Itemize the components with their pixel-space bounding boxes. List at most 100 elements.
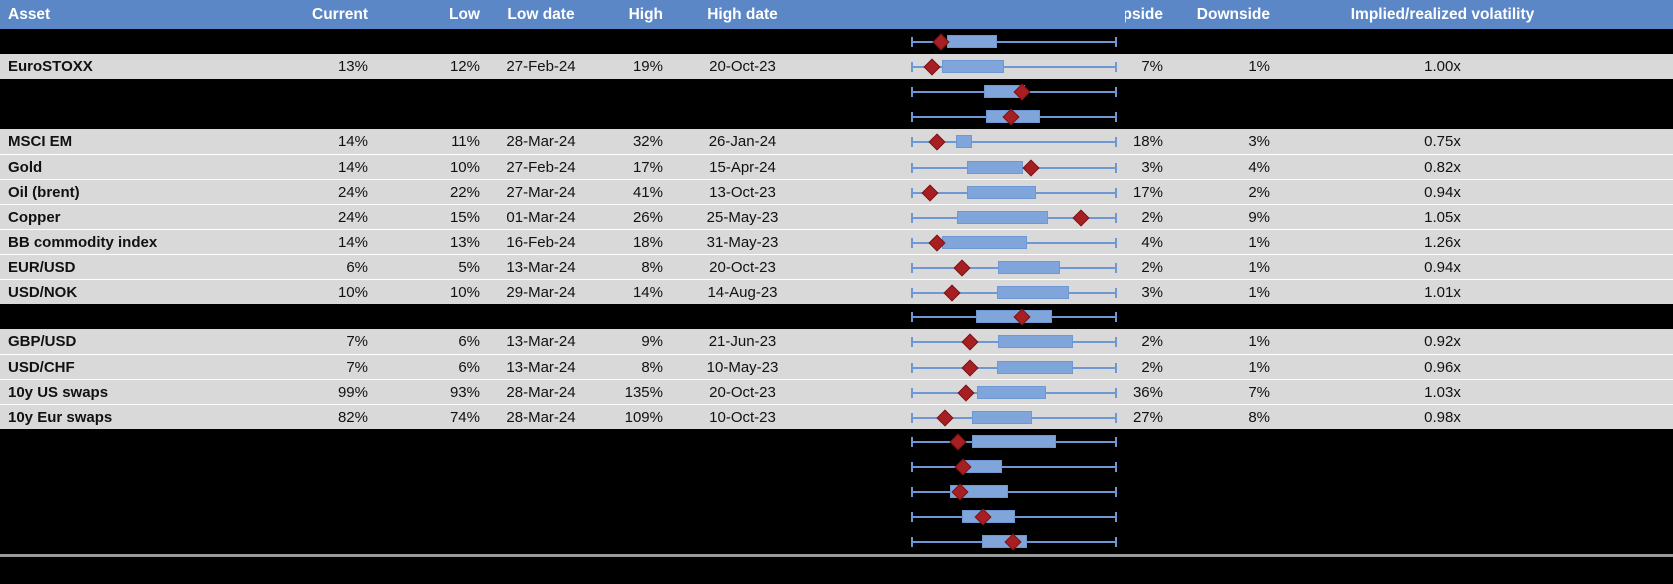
asset-row-msci-em[interactable]: MSCI EM 14% 11% 28-Mar-24 32% 26-Jan-24 18% 3% 0… [0, 129, 1673, 154]
cell-asset[interactable] [0, 429, 295, 454]
cell-upside[interactable]: 36% [1132, 383, 1163, 401]
cell-low[interactable] [375, 529, 487, 554]
cell-high[interactable]: 41% [632, 183, 663, 201]
cell-low[interactable]: 74% [449, 408, 480, 426]
cell-current[interactable] [295, 29, 375, 54]
cell-low[interactable] [375, 304, 487, 329]
hidden-row[interactable] [0, 504, 1673, 529]
hidden-row[interactable] [0, 479, 1673, 504]
cell-upside[interactable] [1125, 504, 1180, 529]
cell-asset[interactable] [0, 104, 295, 129]
cell-lowdate[interactable] [487, 454, 595, 479]
cell-current[interactable] [295, 304, 375, 329]
cell-ratio[interactable] [1287, 304, 1598, 329]
cell-high[interactable]: 109% [624, 408, 663, 426]
cell-chart[interactable] [815, 405, 1125, 429]
asset-row-gold[interactable]: Gold 14% 10% 27-Feb-24 17% 15-Apr-24 3% 4% 0.82x [0, 154, 1673, 179]
cell-highdate[interactable] [670, 104, 815, 129]
cell-lowdate[interactable]: 27-Mar-24 [506, 183, 576, 201]
cell-highdate[interactable]: 31-May-23 [706, 233, 779, 251]
header-asset[interactable]: Asset [8, 5, 51, 23]
cell-high[interactable] [595, 504, 670, 529]
cell-asset[interactable] [0, 504, 295, 529]
cell-low[interactable]: 22% [449, 183, 480, 201]
cell-lowdate[interactable]: 13-Mar-24 [506, 358, 576, 376]
cell-low[interactable] [375, 504, 487, 529]
cell-ratio[interactable]: 0.96x [1424, 358, 1461, 376]
cell-lowdate[interactable] [487, 29, 595, 54]
cell-high[interactable] [595, 104, 670, 129]
cell-high[interactable] [595, 529, 670, 554]
cell-lowdate[interactable] [487, 529, 595, 554]
cell-current[interactable] [295, 429, 375, 454]
cell-ratio[interactable]: 1.00x [1424, 58, 1461, 75]
cell-ratio[interactable]: 1.05x [1424, 208, 1461, 226]
cell-lowdate[interactable] [487, 429, 595, 454]
cell-ratio[interactable] [1287, 504, 1598, 529]
cell-lowdate[interactable] [487, 304, 595, 329]
cell-lowdate[interactable] [487, 479, 595, 504]
cell-high[interactable]: 18% [632, 233, 663, 251]
cell-low[interactable]: 10% [449, 283, 480, 301]
cell-current[interactable]: 99% [337, 383, 368, 401]
cell-highdate[interactable] [670, 529, 815, 554]
cell-asset[interactable]: 10y US swaps [8, 383, 109, 401]
cell-downside[interactable]: 4% [1248, 158, 1270, 176]
cell-asset[interactable]: EUR/USD [8, 258, 76, 276]
cell-current[interactable]: 10% [337, 283, 368, 301]
cell-downside[interactable]: 8% [1248, 408, 1270, 426]
cell-highdate[interactable]: 10-Oct-23 [709, 408, 776, 426]
cell-ratio[interactable]: 0.98x [1424, 408, 1461, 426]
cell-downside[interactable]: 9% [1248, 208, 1270, 226]
cell-highdate[interactable] [670, 479, 815, 504]
cell-lowdate[interactable]: 29-Mar-24 [506, 283, 576, 301]
cell-asset[interactable] [0, 454, 295, 479]
cell-upside[interactable] [1125, 29, 1180, 54]
cell-upside[interactable]: 27% [1132, 408, 1163, 426]
cell-current[interactable]: 24% [337, 208, 368, 226]
cell-low[interactable]: 15% [449, 208, 480, 226]
cell-chart[interactable] [815, 529, 1125, 554]
hidden-row[interactable] [0, 454, 1673, 479]
header-low-date[interactable]: Low date [507, 5, 575, 23]
asset-row-copper[interactable]: Copper 24% 15% 01-Mar-24 26% 25-May-23 2% 9% 1.0… [0, 204, 1673, 229]
cell-ratio[interactable] [1287, 479, 1598, 504]
cell-high[interactable]: 17% [632, 158, 663, 176]
cell-downside[interactable]: 7% [1248, 383, 1270, 401]
cell-current[interactable] [295, 104, 375, 129]
cell-ratio[interactable]: 0.94x [1424, 258, 1461, 276]
cell-highdate[interactable]: 10-May-23 [706, 358, 779, 376]
cell-ratio[interactable]: 1.26x [1424, 233, 1461, 251]
cell-downside[interactable] [1180, 104, 1287, 129]
cell-upside[interactable]: 7% [1141, 58, 1163, 75]
cell-chart[interactable] [815, 504, 1125, 529]
cell-highdate[interactable] [670, 504, 815, 529]
cell-ratio[interactable] [1287, 529, 1598, 554]
cell-ratio[interactable] [1287, 104, 1598, 129]
cell-lowdate[interactable]: 28-Mar-24 [506, 383, 576, 401]
cell-downside[interactable]: 1% [1248, 283, 1270, 301]
cell-low[interactable]: 5% [458, 258, 480, 276]
cell-chart[interactable] [815, 429, 1125, 454]
cell-current[interactable] [295, 504, 375, 529]
cell-upside[interactable] [1125, 454, 1180, 479]
cell-chart[interactable] [815, 155, 1125, 179]
asset-row-bb-commodity-index[interactable]: BB commodity index 14% 13% 16-Feb-24 18% 31-M… [0, 229, 1673, 254]
cell-downside[interactable]: 1% [1248, 358, 1270, 376]
cell-ratio[interactable]: 0.82x [1424, 158, 1461, 176]
cell-highdate[interactable] [670, 79, 815, 104]
cell-low[interactable] [375, 29, 487, 54]
cell-highdate[interactable]: 14-Aug-23 [707, 283, 778, 301]
hidden-row[interactable] [0, 79, 1673, 104]
cell-low[interactable]: 13% [449, 233, 480, 251]
cell-upside[interactable] [1125, 104, 1180, 129]
header-high-date[interactable]: High date [707, 5, 778, 23]
cell-chart[interactable] [815, 479, 1125, 504]
cell-ratio[interactable] [1287, 429, 1598, 454]
cell-chart[interactable] [815, 280, 1125, 304]
cell-lowdate[interactable]: 27-Feb-24 [506, 58, 576, 75]
cell-chart[interactable] [815, 355, 1125, 379]
cell-upside[interactable]: 18% [1132, 133, 1163, 150]
cell-chart[interactable] [815, 104, 1125, 129]
cell-ratio[interactable]: 0.75x [1424, 133, 1461, 150]
